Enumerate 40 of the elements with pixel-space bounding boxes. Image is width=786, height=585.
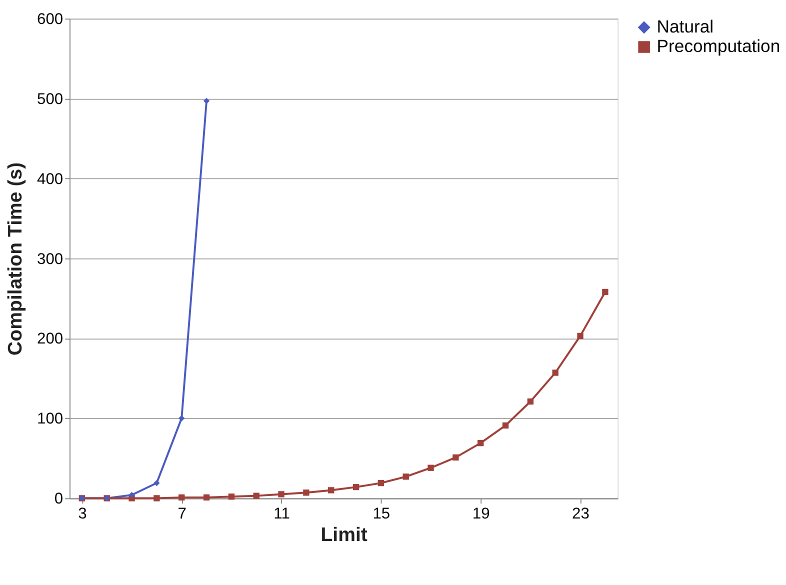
y-tick-label: 200 bbox=[37, 330, 64, 348]
point bbox=[178, 494, 185, 501]
point bbox=[452, 454, 459, 461]
point bbox=[502, 422, 509, 429]
point bbox=[428, 464, 434, 471]
legend-label: Natural bbox=[656, 16, 714, 36]
y-tick-label: 300 bbox=[37, 250, 64, 268]
x-tick-label: 23 bbox=[572, 505, 590, 522]
x-tick-label: 7 bbox=[178, 505, 186, 522]
legend-label: Precomputation bbox=[656, 36, 780, 56]
point bbox=[552, 370, 558, 376]
point bbox=[253, 492, 260, 499]
point bbox=[203, 494, 210, 501]
point bbox=[602, 288, 608, 296]
point bbox=[527, 398, 534, 405]
point bbox=[128, 492, 135, 498]
point bbox=[328, 487, 334, 494]
point bbox=[178, 415, 185, 422]
point bbox=[402, 474, 409, 480]
point bbox=[577, 332, 584, 340]
y-tick-label: 0 bbox=[54, 490, 64, 508]
point bbox=[352, 484, 360, 490]
point bbox=[203, 98, 210, 104]
point bbox=[303, 490, 310, 496]
y-tick-label: 400 bbox=[37, 170, 64, 188]
x-axis-title: Limit bbox=[320, 524, 368, 546]
x-tick-label: 19 bbox=[472, 505, 490, 522]
x-tick-label: 3 bbox=[78, 505, 88, 522]
point bbox=[154, 480, 160, 486]
point bbox=[154, 495, 160, 502]
y-axis-title: Compilation Time (s) bbox=[4, 162, 26, 356]
point bbox=[478, 440, 484, 446]
y-tick-label: 100 bbox=[37, 410, 64, 428]
point bbox=[378, 480, 384, 486]
point bbox=[278, 491, 284, 498]
y-tick-label: 600 bbox=[37, 10, 64, 28]
y-tick-label: 500 bbox=[37, 90, 64, 108]
point bbox=[228, 494, 235, 500]
x-tick-label: 11 bbox=[274, 505, 290, 522]
x-tick-label: 15 bbox=[372, 505, 390, 522]
